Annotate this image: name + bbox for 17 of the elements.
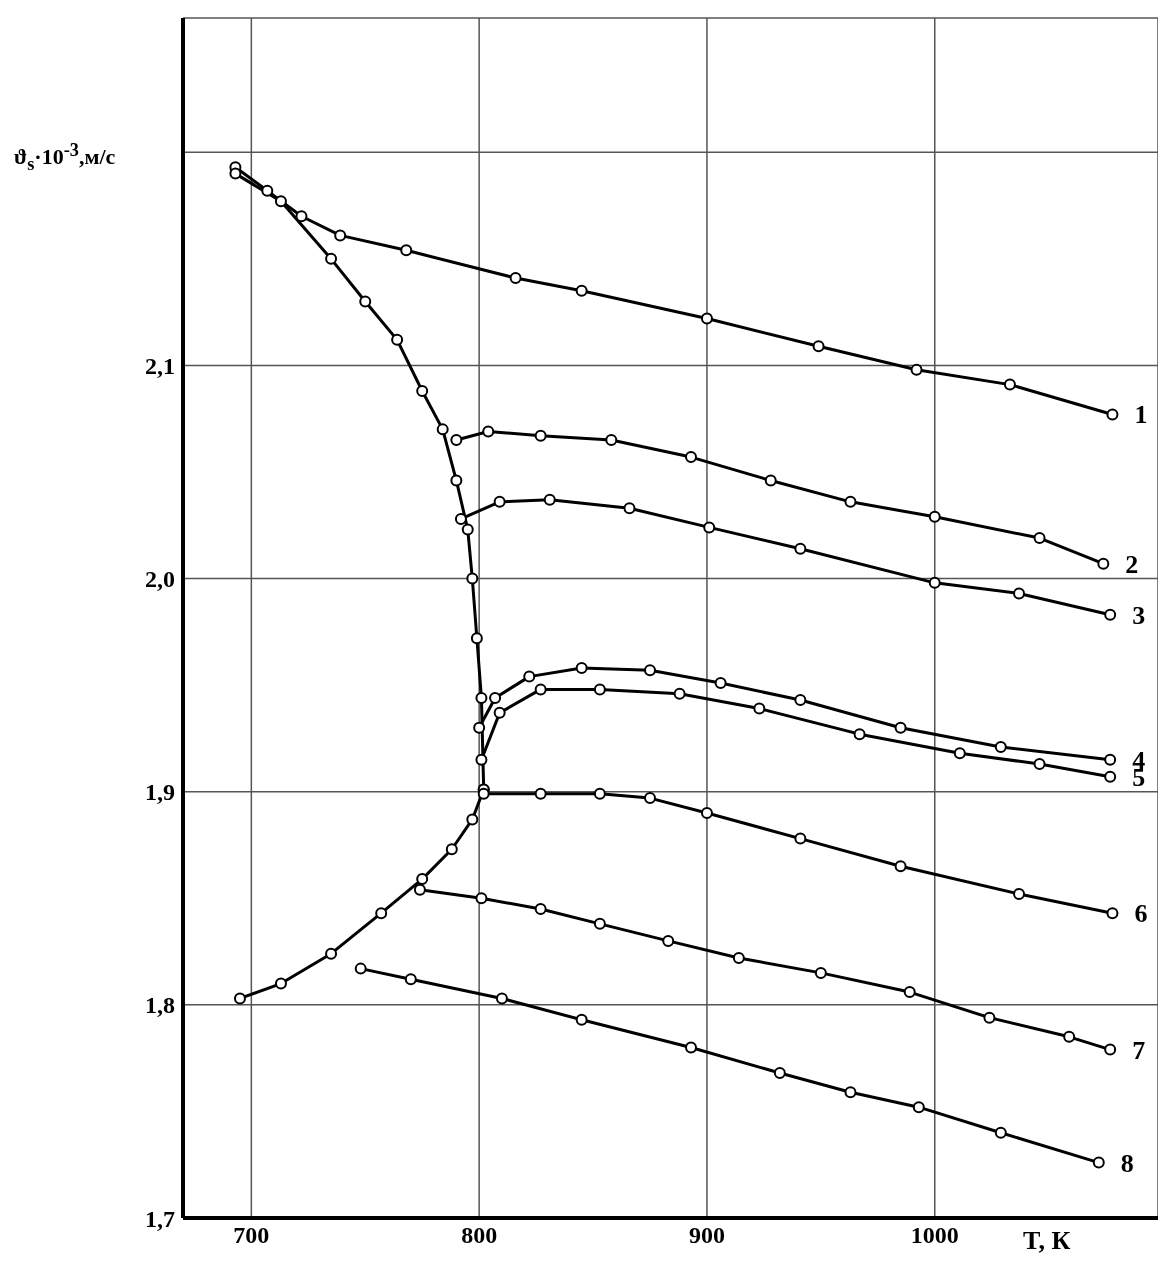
x-tick-label: 900 [688,1222,725,1249]
y-tick-label: 2,1 [145,352,175,379]
series-label: 6 [1134,899,1148,929]
series-label: 8 [1120,1148,1134,1178]
y-axis-title: ϑ$_{s}$·10$^{-3}$,м/с [14,140,116,175]
x-tick-label: 700 [233,1222,270,1249]
y-tick-label: 1,8 [145,992,175,1019]
series-label: 3 [1132,600,1146,630]
y-tick-label: 1,7 [145,1205,175,1232]
x-tick-label: 1000 [910,1222,959,1249]
series-label: 1 [1134,400,1148,430]
x-tick-label: 800 [461,1222,498,1249]
series-label: 7 [1132,1035,1146,1065]
y-tick-label: 2,0 [145,566,175,593]
x-axis-title: T, К [1023,1226,1071,1256]
y-tick-label: 1,9 [145,779,175,806]
series-label: 2 [1125,549,1139,579]
